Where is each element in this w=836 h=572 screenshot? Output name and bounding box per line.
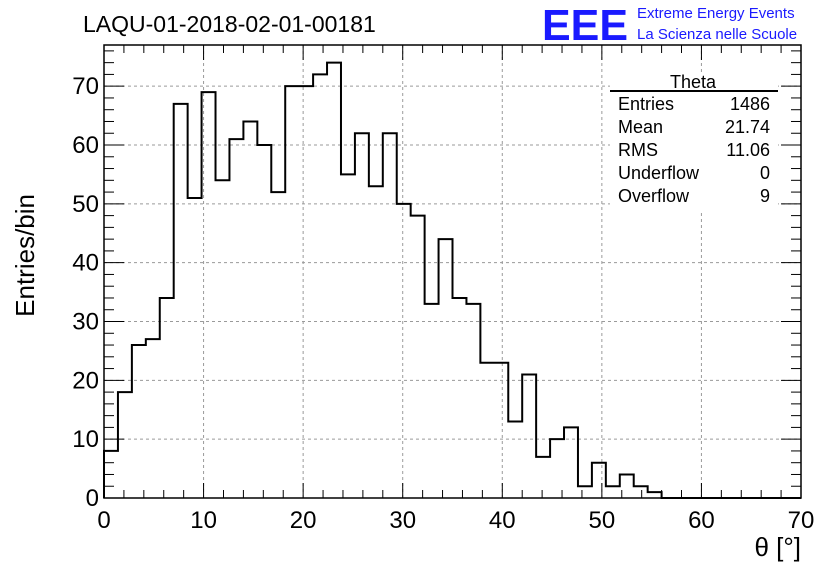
stats-box: Theta Entries 1486 Mean 21.74 RMS 11.06 Underf… [610,72,778,212]
x-tick-label: 50 [589,507,616,534]
y-tick-label: 40 [72,250,99,277]
y-tick-label: 20 [72,367,99,394]
x-tick-label: 60 [688,507,715,534]
y-tick-label: 0 [86,485,99,512]
run-title: LAQU-01-2018-02-01-00181 [83,11,376,37]
stats-title: Theta [670,72,717,92]
stats-row-value: 21.74 [725,117,770,137]
x-tick-label: 40 [489,507,516,534]
y-tick-label: 30 [72,309,99,336]
x-tick-label: 30 [389,507,416,534]
x-tick-label: 20 [290,507,317,534]
x-tick-label: 70 [788,507,815,534]
y-tick-label: 70 [72,73,99,100]
y-tick-labels: 0 10 20 30 40 50 60 70 [72,73,99,512]
y-tick-label: 50 [72,191,99,218]
stats-row-value: 1486 [730,94,770,114]
y-axis-label: Entries/bin [10,194,40,317]
stats-rows: Entries 1486 Mean 21.74 RMS 11.06 Underflow 0 Ov… [618,94,770,206]
eee-logo: EEE Extreme Energy Events La Scienza nel… [542,1,797,50]
stats-row-label: Mean [618,117,663,137]
y-tick-label: 10 [72,426,99,453]
x-tick-label: 10 [190,507,217,534]
logo-line-1: Extreme Energy Events [637,5,795,22]
plot-frame [103,44,802,499]
stats-row-value: 9 [760,186,770,206]
x-tick-label: 0 [97,507,110,534]
x-tick-labels: 0 10 20 30 40 50 60 70 [97,507,814,534]
stats-box-background [610,74,778,212]
stats-row-label: Entries [618,94,674,114]
y-tick-label: 60 [72,132,99,159]
stats-row-label: Overflow [618,186,690,206]
stats-row-label: RMS [618,140,658,160]
x-axis-label: θ [°] [754,532,801,562]
histogram-step-line [103,61,801,499]
logo-line-2: La Scienza nelle Scuole [637,26,797,43]
stats-row-value: 11.06 [726,140,770,160]
eee-logo-mark: EEE [542,1,628,50]
stats-row-label: Underflow [618,163,700,183]
y-axis-ticks [104,50,801,499]
stats-row-value: 0 [760,163,770,183]
